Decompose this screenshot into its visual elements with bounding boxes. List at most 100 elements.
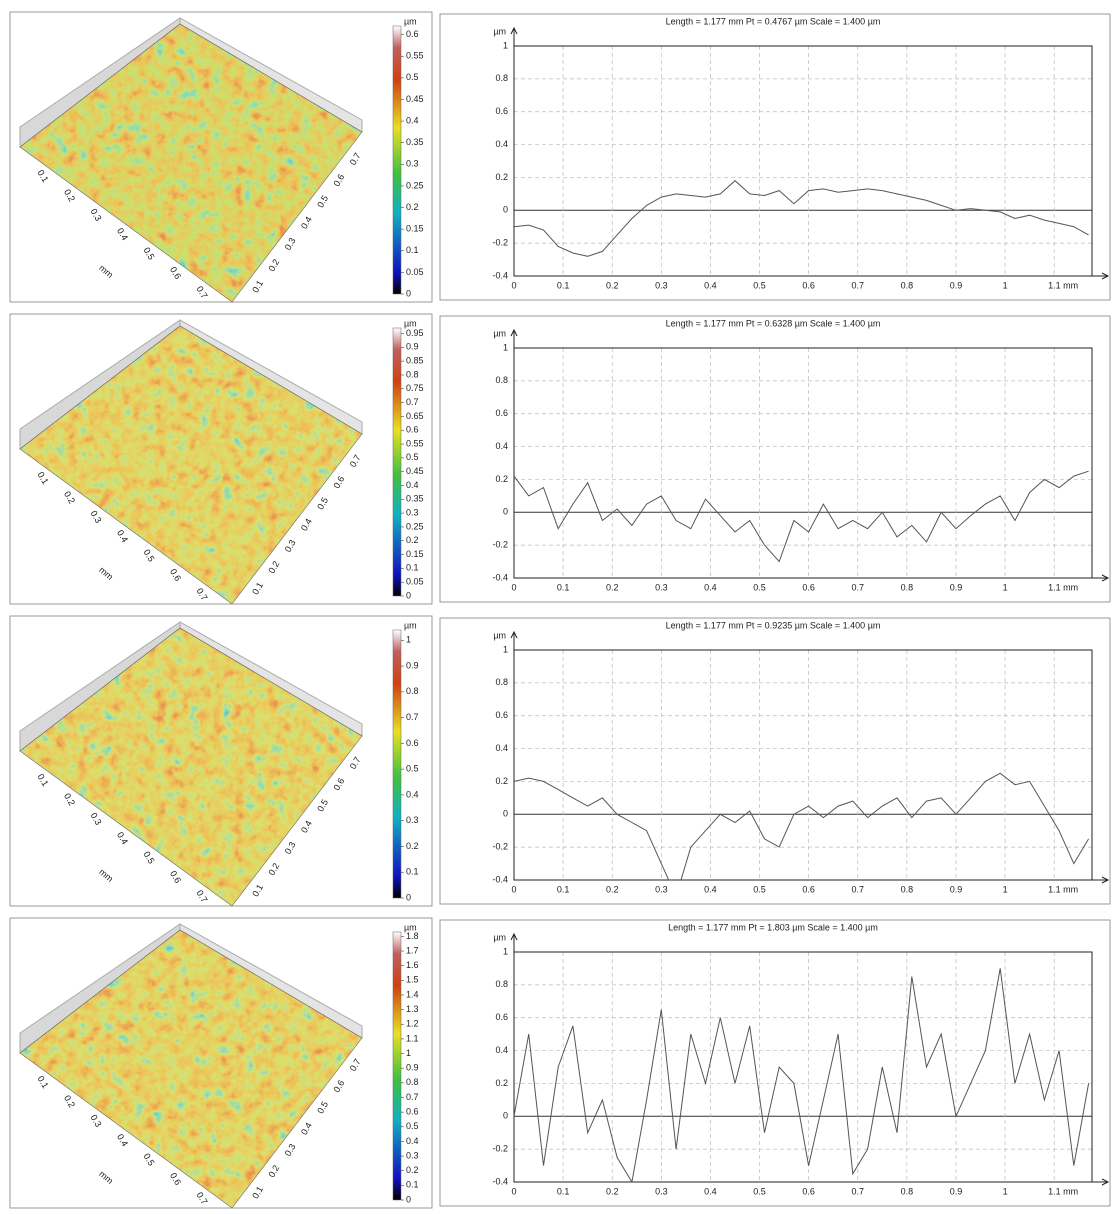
colorbar-tick-label: 0.7	[406, 397, 419, 407]
x-tick-label: 0.8	[901, 280, 914, 290]
x-tick-label: 0	[511, 582, 516, 592]
colorbar-tick-label: 0	[406, 590, 411, 600]
x-tick-label: 0.3	[655, 582, 668, 592]
profile-panel	[439, 919, 1111, 1207]
x-tick-label: 0.5	[753, 1186, 766, 1196]
x-tick-label: 0.5	[753, 280, 766, 290]
x-tick-label: 0.9	[950, 884, 963, 894]
colorbar-tick-label: 0.5	[406, 764, 419, 774]
x-tick-label: 0.3	[655, 280, 668, 290]
y-tick-label: 1	[503, 40, 508, 50]
colorbar-tick-label: 1.2	[406, 1019, 419, 1029]
x-tick-label: 0.8	[901, 582, 914, 592]
colorbar-tick-label: 0.1	[406, 1180, 419, 1190]
colorbar-tick-label: 0.8	[406, 369, 419, 379]
colorbar-tick-label: 0.6	[406, 738, 419, 748]
x-tick-label: 0	[511, 280, 516, 290]
x-tick-label: 0.9	[950, 582, 963, 592]
colorbar-tick-label: 0.1	[406, 867, 419, 877]
colorbar-tick-label: 0.3	[406, 1150, 419, 1160]
x-tick-label: 0.4	[704, 1186, 717, 1196]
y-tick-label: 0	[503, 1111, 508, 1121]
colorbar-tick-label: 0.35	[406, 494, 424, 504]
y-tick-label: 0	[503, 809, 508, 819]
colorbar-tick-label: 0.55	[406, 51, 424, 61]
x-tick-label: 1	[1003, 1186, 1008, 1196]
y-axis-unit: µm	[493, 26, 506, 36]
colorbar-unit: µm	[404, 620, 417, 630]
y-tick-label: 0.4	[495, 743, 508, 753]
surface-edge	[19, 929, 363, 1209]
colorbar-tick-label: 0.2	[406, 841, 419, 851]
x-tick-label: 1.1 mm	[1048, 884, 1078, 894]
y-tick-label: -0.2	[492, 238, 508, 248]
colorbar-tick-label: 1	[406, 635, 411, 645]
colorbar-tick-label: 0.3	[406, 507, 419, 517]
colorbar-tick-label: 0	[406, 892, 411, 902]
surface-edge	[19, 325, 363, 605]
y-tick-label: 0.2	[495, 776, 508, 786]
x-tick-label: 0.8	[901, 884, 914, 894]
x-tick-label: 1.1 mm	[1048, 1186, 1078, 1196]
colorbar-tick-label: 0.1	[406, 245, 419, 255]
surface-edge	[19, 627, 363, 907]
profile-line	[514, 470, 1089, 563]
x-tick-label: 1	[1003, 582, 1008, 592]
colorbar-tick-label: 0.5	[406, 72, 419, 82]
colorbar-tick-label: 0.1	[406, 563, 419, 573]
x-tick-label: 0.9	[950, 1186, 963, 1196]
y-axis-arrow	[510, 932, 518, 941]
x-tick-label: 0.1	[557, 884, 570, 894]
x-tick-label: 0.8	[901, 1186, 914, 1196]
y-tick-label: 0.4	[495, 441, 508, 451]
y-tick-label: -0.4	[492, 874, 508, 884]
x-tick-label: 0.2	[606, 1186, 619, 1196]
colorbar-tick-label: 0.7	[406, 712, 419, 722]
y-tick-label: 1	[503, 946, 508, 956]
colorbar-tick-label: 0.2	[406, 1165, 419, 1175]
y-tick-label: 0.8	[495, 677, 508, 687]
colorbar-tick-label: 0.5	[406, 452, 419, 462]
colorbar-tick-label: 0.8	[406, 1077, 419, 1087]
colorbar-tick-label: 0	[406, 288, 411, 298]
colorbar-tick-label: 0.4	[406, 1136, 419, 1146]
profile-panel	[439, 315, 1111, 603]
y-tick-label: 0.8	[495, 73, 508, 83]
profile-panel	[439, 13, 1111, 301]
colorbar-tick-label: 0.05	[406, 267, 424, 277]
colorbar-tick-label: 1.8	[406, 931, 419, 941]
x-tick-label: 0.2	[606, 280, 619, 290]
y-axis-arrow	[510, 630, 518, 639]
y-tick-label: 0.6	[495, 106, 508, 116]
colorbar-tick-label: 0.35	[406, 137, 424, 147]
colorbar-tick-label: 0.7	[406, 1092, 419, 1102]
colorbar-tick-label: 0.6	[406, 425, 419, 435]
profile-line	[514, 772, 1090, 880]
y-tick-label: 0.2	[495, 474, 508, 484]
colorbar-tick-label: 0.4	[406, 789, 419, 799]
x-tick-label: 0.2	[606, 582, 619, 592]
colorbar	[392, 25, 402, 295]
colorbar-tick-label: 0.6	[406, 29, 419, 39]
x-tick-label: 0.3	[655, 1186, 668, 1196]
y-tick-label: 0.2	[495, 172, 508, 182]
y-tick-label: 0.6	[495, 710, 508, 720]
x-tick-label: 0.6	[802, 280, 815, 290]
y-tick-label: -0.4	[492, 1176, 508, 1186]
x-tick-label: 0.1	[557, 280, 570, 290]
colorbar-tick-label: 0.05	[406, 577, 424, 587]
profile-line	[514, 968, 1090, 1182]
x-axis-arrow	[1101, 574, 1110, 582]
colorbar-tick-label: 0.9	[406, 660, 419, 670]
x-axis-arrow	[1101, 1178, 1110, 1186]
colorbar-tick-label: 0.3	[406, 815, 419, 825]
x-axis-arrow	[1101, 272, 1110, 280]
y-tick-label: -0.2	[492, 842, 508, 852]
x-tick-label: 0.4	[704, 280, 717, 290]
y-tick-label: 1	[503, 644, 508, 654]
profile-panel	[439, 617, 1111, 905]
x-tick-label: 0.9	[950, 280, 963, 290]
y-tick-label: -0.2	[492, 540, 508, 550]
colorbar-tick-label: 1.4	[406, 989, 419, 999]
colorbar-tick-label: 0.4	[406, 115, 419, 125]
